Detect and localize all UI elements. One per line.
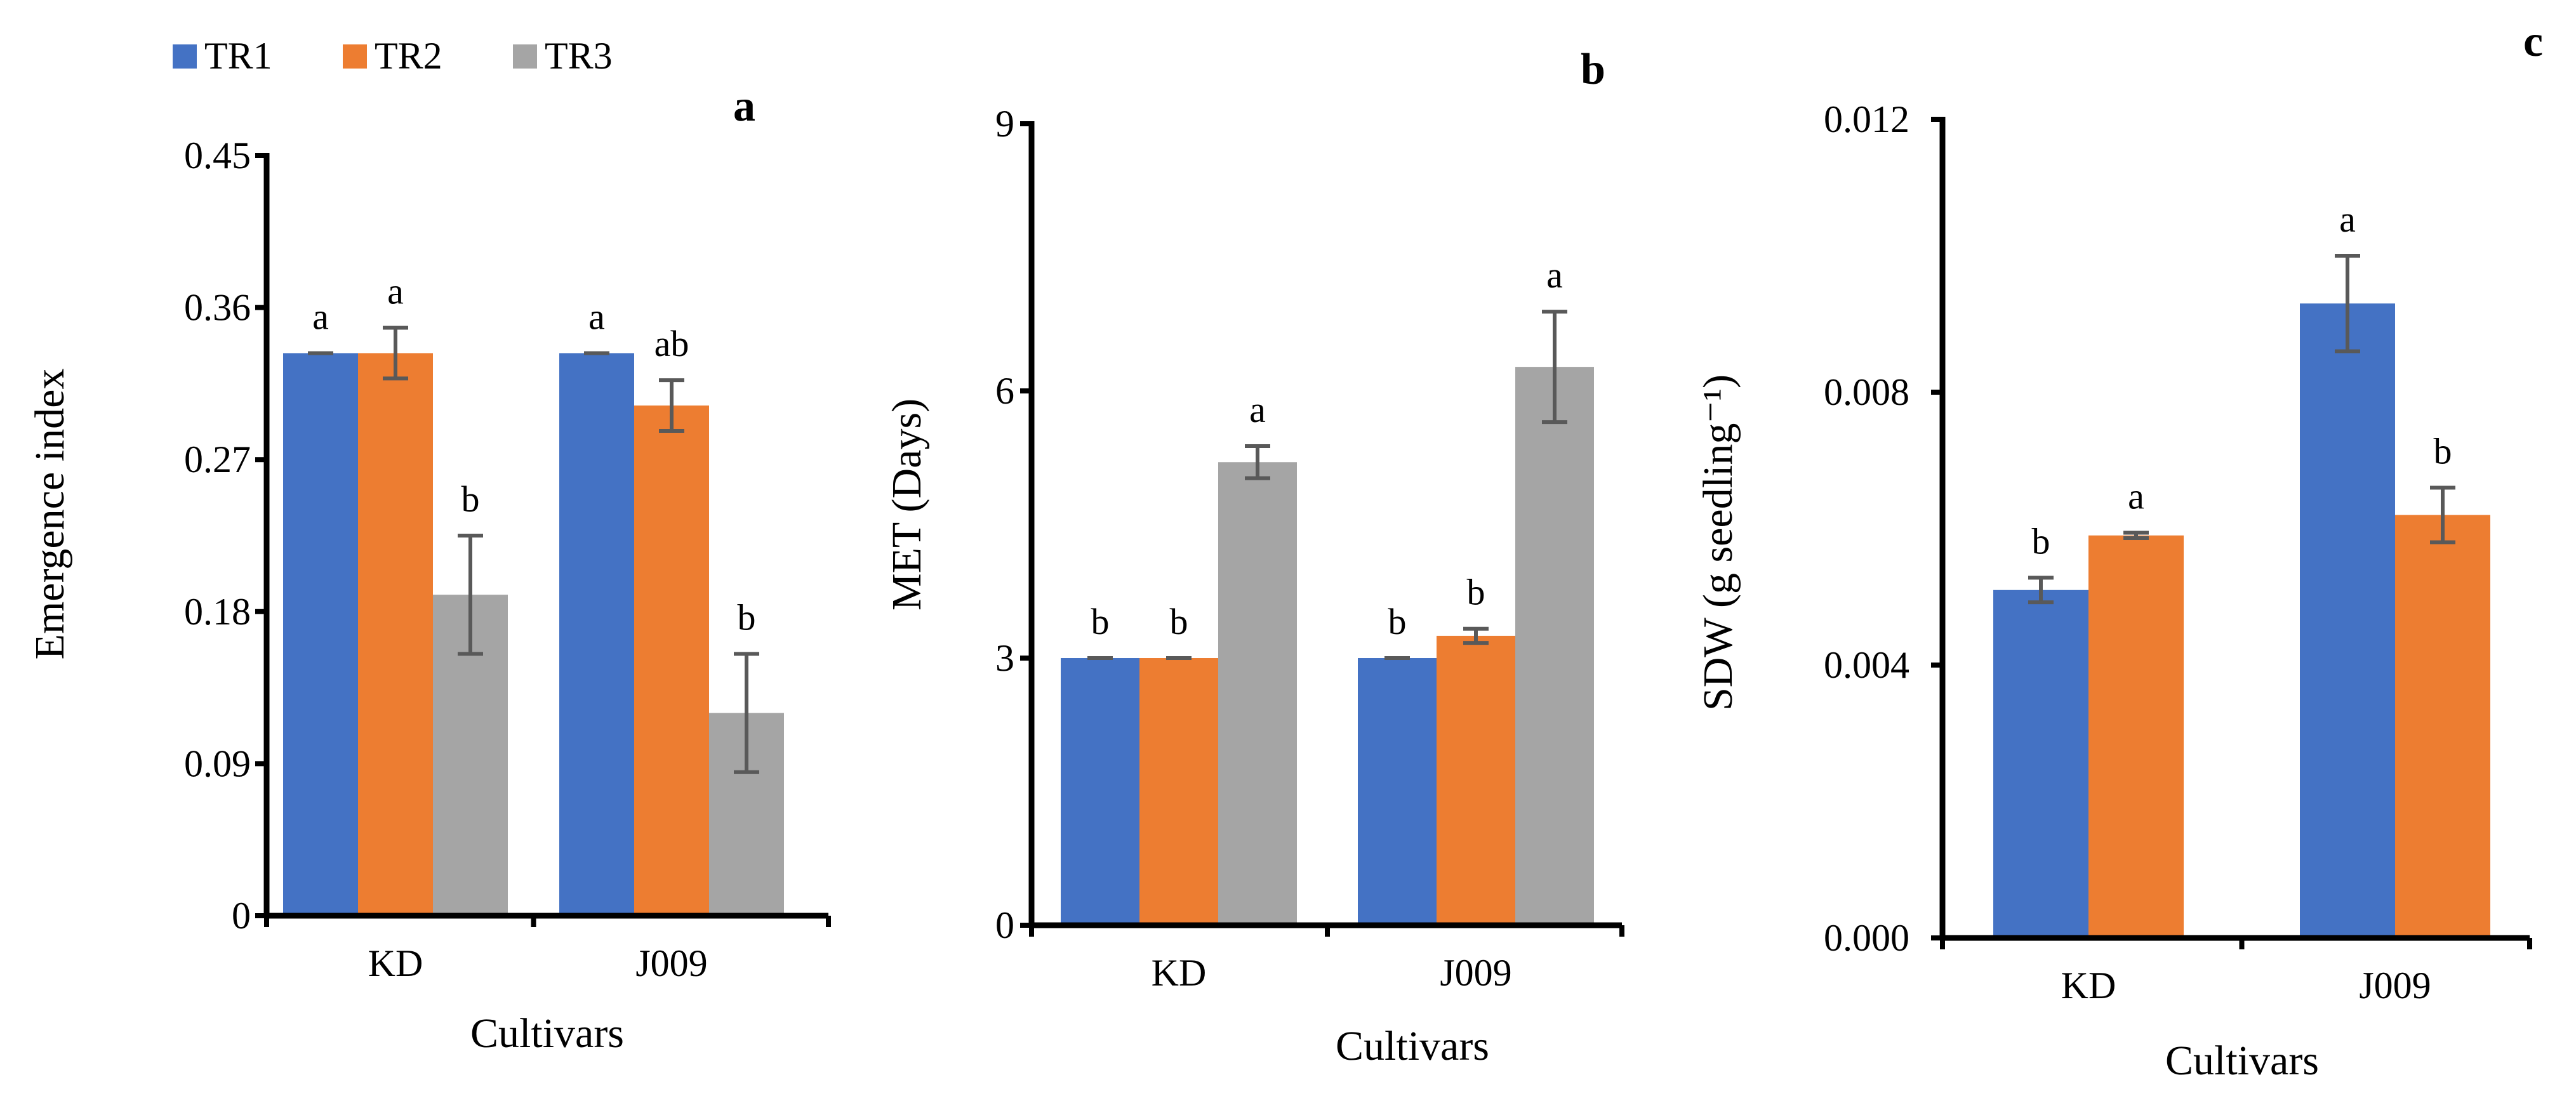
panel-b-errorbar-tr3-j009 xyxy=(1542,310,1567,425)
panel-b-errorbar-tr2-j009 xyxy=(1463,626,1489,645)
panel-a-x-tick-label: J009 xyxy=(635,942,707,984)
panel-a-sig-letter-tr2-j009: ab xyxy=(654,323,689,364)
panel-c-plot: 0.000 0.004 0.008 0.012 b a KD a b J009 xyxy=(1824,98,2532,1006)
panel-b-sig-letter-tr2-kd: b xyxy=(1170,601,1188,642)
panel-a-y-axis-title: Emergence index xyxy=(27,369,73,660)
panel-c-x-tick-label: J009 xyxy=(2359,965,2431,1006)
legend-item-tr3: TR3 xyxy=(513,35,613,77)
legend-label-tr1: TR1 xyxy=(204,35,272,77)
panel-b-y-tick-label: 9 xyxy=(995,103,1014,145)
panel-b-errorbar-tr3-kd xyxy=(1245,444,1270,480)
panel-c-bar-tr2-j009 xyxy=(2395,515,2490,938)
panel-c-x-tick-label: KD xyxy=(2061,965,2116,1006)
legend-swatch-tr1 xyxy=(173,44,197,69)
panel-b-y-tick-label: 0 xyxy=(995,904,1014,946)
legend: TR1 TR2 TR3 xyxy=(173,35,613,77)
legend-item-tr1: TR1 xyxy=(173,35,272,77)
panel-a-bar-tr2-j009 xyxy=(634,406,709,916)
panel-c-y-tick-label: 0.012 xyxy=(1824,98,1909,140)
panel-b-sig-letter-tr3-j009: a xyxy=(1546,254,1563,296)
panel-c-y-tick-label: 0.000 xyxy=(1824,917,1909,959)
panel-b-y-axis-title: MET (Days) xyxy=(884,399,930,610)
panel-b-bar-tr3-j009 xyxy=(1515,367,1594,925)
panel-a-errorbar-tr3-kd xyxy=(458,534,483,656)
panel-b-x-tick-label: KD xyxy=(1152,952,1207,994)
legend-label-tr3: TR3 xyxy=(545,35,613,77)
panel-b-x-axis-title: Cultivars xyxy=(1336,1023,1489,1069)
panel-c-y-tick-label: 0.008 xyxy=(1824,371,1909,413)
panel-c-errorbar-tr1-kd xyxy=(2028,576,2054,605)
panel-a-sig-letter-tr2-kd: a xyxy=(387,271,404,312)
panel-b-sig-letter-tr1-j009: b xyxy=(1388,601,1407,642)
panel-a-bar-tr1-kd xyxy=(283,353,358,916)
panel-b-bar-tr2-kd xyxy=(1139,658,1218,925)
panel-label-b: b xyxy=(1581,45,1605,94)
legend-item-tr2: TR2 xyxy=(343,35,442,77)
panel-a-sig-letter-tr3-kd: b xyxy=(461,478,480,520)
panel-b-sig-letter-tr1-kd: b xyxy=(1091,601,1110,642)
panel-b-bar-tr1-j009 xyxy=(1358,658,1437,925)
panel-c-sig-letter-tr2-j009: b xyxy=(2434,431,2452,472)
panel-b-y-tick-label: 3 xyxy=(995,637,1014,679)
legend-swatch-tr3 xyxy=(513,44,537,69)
panel-label-a: a xyxy=(733,82,755,131)
panel-b-x-tick-label: J009 xyxy=(1440,952,1511,994)
panel-a-bar-tr1-j009 xyxy=(559,353,634,916)
panel-a-y-tick-label: 0.18 xyxy=(184,591,251,633)
panel-label-c: c xyxy=(2523,17,2543,66)
panel-b-y-tick-label: 6 xyxy=(995,370,1014,412)
panel-a-bar-tr2-kd xyxy=(358,353,433,916)
panel-c-bar-tr2-kd xyxy=(2088,535,2184,938)
panel-c-y-tick-label: 0.004 xyxy=(1824,644,1909,686)
panel-b-plot: 0 3 6 9 b b a KD b b a J009 xyxy=(995,103,1624,994)
panel-b-bar-tr1-kd xyxy=(1061,658,1139,925)
legend-label-tr2: TR2 xyxy=(375,35,442,77)
panel-a-sig-letter-tr3-j009: b xyxy=(738,597,756,638)
panel-a-y-tick-label: 0.09 xyxy=(184,742,251,784)
panel-a-y-tick-label: 0.27 xyxy=(184,439,251,480)
panel-a-sig-letter-tr1-kd: a xyxy=(312,296,329,337)
panel-a-sig-letter-tr1-j009: a xyxy=(588,296,605,337)
panel-c-errorbar-tr2-kd xyxy=(2123,531,2149,541)
panel-c-y-axis-title: SDW (g seedling⁻¹) xyxy=(1695,374,1741,711)
panel-a-x-axis-title: Cultivars xyxy=(470,1010,624,1057)
panel-c-x-axis-title: Cultivars xyxy=(2165,1038,2319,1084)
panel-c-bar-tr1-j009 xyxy=(2300,303,2395,938)
panel-a-y-tick-label: 0.45 xyxy=(184,135,251,176)
panel-a-y-tick-label: 0 xyxy=(232,895,251,937)
panel-c-errorbar-tr1-j009 xyxy=(2335,254,2360,353)
panel-b-bar-tr3-kd xyxy=(1218,462,1297,925)
panel-c-sig-letter-tr1-kd: b xyxy=(2032,520,2050,562)
panel-c-bar-tr1-kd xyxy=(1993,590,2088,938)
panel-a-errorbar-tr2-kd xyxy=(383,326,408,381)
panel-a-y-tick-label: 0.36 xyxy=(184,287,251,329)
panel-c-errorbar-tr2-j009 xyxy=(2430,485,2455,544)
panel-b-sig-letter-tr2-j009: b xyxy=(1467,572,1485,613)
panel-a-errorbar-tr3-j009 xyxy=(734,652,759,774)
panel-c-sig-letter-tr1-j009: a xyxy=(2339,199,2356,240)
panel-a-x-tick-label: KD xyxy=(368,942,423,984)
panel-a-errorbar-tr2-j009 xyxy=(659,378,684,433)
legend-swatch-tr2 xyxy=(343,44,367,69)
panel-b-sig-letter-tr3-kd: a xyxy=(1249,389,1266,430)
panel-c-sig-letter-tr2-kd: a xyxy=(2128,475,2144,517)
panel-b-bar-tr2-j009 xyxy=(1437,635,1515,925)
